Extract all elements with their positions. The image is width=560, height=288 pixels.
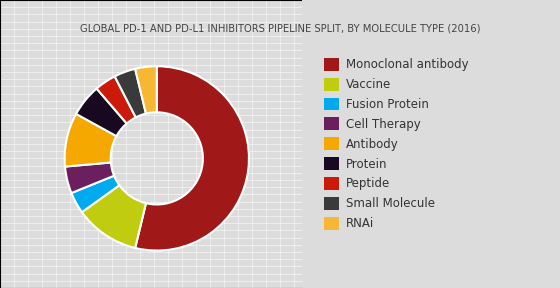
Wedge shape: [97, 76, 136, 124]
Wedge shape: [64, 114, 116, 166]
Wedge shape: [82, 185, 146, 248]
Wedge shape: [135, 66, 249, 251]
Wedge shape: [71, 176, 119, 212]
Wedge shape: [65, 162, 114, 193]
Legend: Monoclonal antibody, Vaccine, Fusion Protein, Cell Therapy, Antibody, Protein, P: Monoclonal antibody, Vaccine, Fusion Pro…: [321, 55, 471, 233]
Wedge shape: [135, 66, 157, 113]
Text: GLOBAL PD-1 AND PD-L1 INHIBITORS PIPELINE SPLIT, BY MOLECULE TYPE (2016): GLOBAL PD-1 AND PD-L1 INHIBITORS PIPELIN…: [80, 23, 480, 33]
Wedge shape: [115, 69, 146, 118]
Wedge shape: [76, 89, 127, 136]
